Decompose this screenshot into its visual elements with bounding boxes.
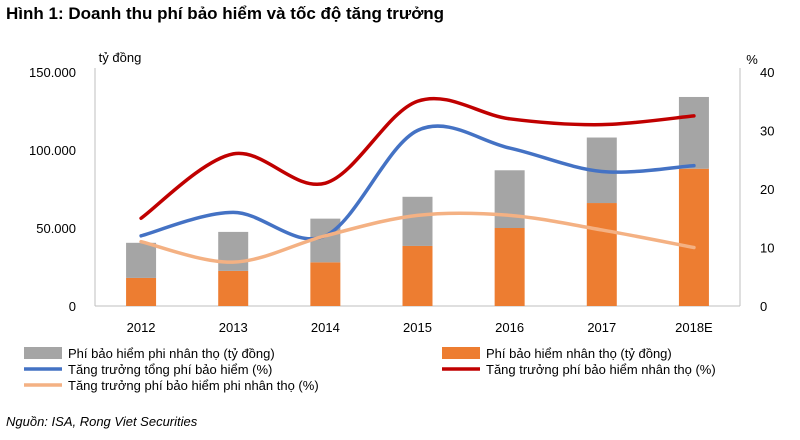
bar-life-insurance: [678, 168, 709, 306]
bar-life-insurance: [402, 245, 433, 306]
bar-non-life-insurance: [126, 242, 157, 278]
line-total-growth: [139, 124, 696, 241]
bar-non-life-insurance: [678, 96, 709, 169]
legend-swatch: [24, 347, 62, 359]
bar-non-life-insurance: [218, 231, 249, 271]
legend-label: Phí bảo hiểm phi nhân thọ (tỷ đồng): [68, 346, 275, 361]
y-left-tick-label: 100.000: [29, 143, 76, 158]
bar-non-life-insurance: [402, 196, 433, 246]
legend-label: Tăng trưởng tổng phí bảo hiểm (%): [68, 362, 272, 377]
bar-life-insurance: [586, 203, 617, 306]
y-right-tick-label: 0: [760, 299, 767, 314]
chart-title: Hình 1: Doanh thu phí bảo hiểm và tốc độ…: [6, 4, 445, 23]
chart-source: Nguồn: ISA, Rong Viet Securities: [6, 414, 198, 429]
legend-label: Phí bảo hiểm nhân thọ (tỷ đồng): [486, 346, 672, 361]
y-right-tick-label: 10: [760, 241, 774, 256]
x-tick-label: 2014: [311, 320, 340, 335]
legend-label: Tăng trưởng phí bảo hiểm nhân thọ (%): [486, 362, 716, 377]
legend-swatch: [442, 347, 480, 359]
bar-non-life-insurance: [494, 170, 525, 228]
y-right-axis-label: %: [746, 52, 758, 67]
bar-life-insurance: [126, 277, 157, 306]
line-life-growth: [139, 96, 696, 220]
x-tick-label: 2018E: [675, 320, 713, 335]
y-left-tick-label: 0: [69, 299, 76, 314]
y-right-tick-label: 20: [760, 182, 774, 197]
y-right-tick-label: 30: [760, 124, 774, 139]
x-tick-label: 2013: [219, 320, 248, 335]
x-tick-label: 2015: [403, 320, 432, 335]
x-tick-label: 2017: [587, 320, 616, 335]
y-left-axis-label: tỷ đồng: [99, 50, 142, 65]
bar-life-insurance: [310, 262, 341, 306]
y-left-tick-label: 150.000: [29, 65, 76, 80]
legend-label: Tăng trưởng phí bảo hiểm phi nhân thọ (%…: [68, 378, 319, 393]
bar-life-insurance: [218, 270, 249, 306]
y-left-tick-label: 50.000: [36, 221, 76, 236]
line-non-life-growth: [139, 211, 696, 264]
x-tick-label: 2016: [495, 320, 524, 335]
y-right-tick-label: 40: [760, 65, 774, 80]
bar-life-insurance: [494, 228, 525, 306]
x-tick-label: 2012: [127, 320, 156, 335]
